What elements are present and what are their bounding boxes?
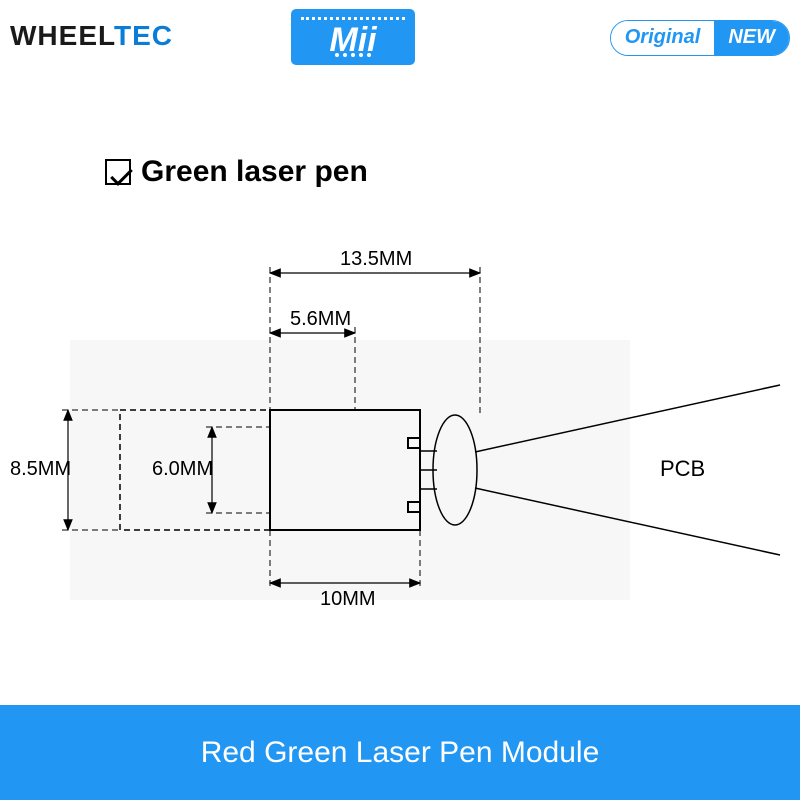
original-new-badge: Original NEW — [610, 20, 790, 56]
technical-drawing: PCB 13.5MM 5.6MM 10MM 8.5MM 6.0MM — [0, 215, 800, 645]
mii-badge: Mii — [288, 6, 418, 68]
svg-text:6.0MM: 6.0MM — [152, 458, 213, 480]
svg-text:5.6MM: 5.6MM — [290, 308, 351, 330]
brand-text-blue: TEC — [114, 20, 173, 51]
svg-text:PCB: PCB — [660, 456, 705, 481]
footer-title: Red Green Laser Pen Module — [201, 736, 600, 770]
new-label: NEW — [714, 21, 789, 55]
svg-text:10MM: 10MM — [320, 588, 376, 610]
original-label: Original — [611, 21, 715, 55]
svg-text:8.5MM: 8.5MM — [10, 458, 71, 480]
checkbox-icon — [105, 159, 131, 185]
brand-text-dark: WHEEL — [10, 20, 114, 51]
diagram-canvas: Green laser pen PCB 13.5MM 5.6MM 10MM 8.5MM 6… — [0, 85, 800, 705]
footer-bar: Red Green Laser Pen Module — [0, 705, 800, 800]
diagram-title: Green laser pen — [141, 155, 368, 189]
brand-logo: WHEELTEC — [10, 20, 173, 52]
header-bar: WHEELTEC Mii Original NEW — [0, 0, 800, 75]
svg-text:13.5MM: 13.5MM — [340, 248, 412, 270]
